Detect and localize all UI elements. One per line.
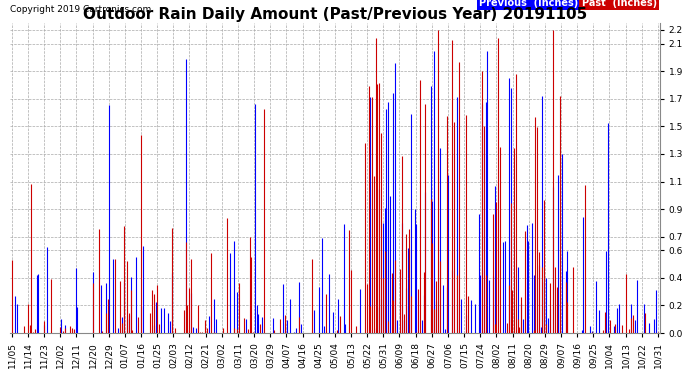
Text: Copyright 2019 Cartronics.com: Copyright 2019 Cartronics.com [10, 4, 151, 13]
Title: Outdoor Rain Daily Amount (Past/Previous Year) 20191105: Outdoor Rain Daily Amount (Past/Previous… [83, 7, 587, 22]
Text: Previous  (Inches): Previous (Inches) [479, 0, 578, 8]
Text: Past  (Inches): Past (Inches) [582, 0, 657, 8]
